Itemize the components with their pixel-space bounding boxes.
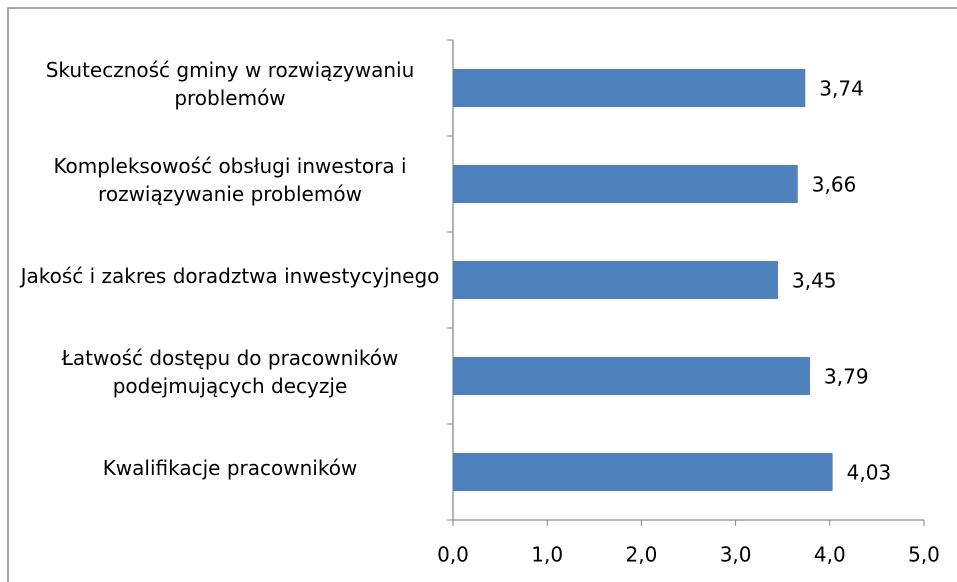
value-label: 3,66 [812, 173, 857, 197]
bar [453, 261, 778, 299]
value-label: 4,03 [847, 461, 892, 485]
x-tick-label: 1,0 [531, 543, 563, 567]
category-label: Kompleksowość obsługi inwestora i rozwią… [53, 154, 407, 206]
value-label: 3,45 [792, 269, 837, 293]
category-label: Kwalifikacje pracowników [102, 456, 358, 480]
value-label: 3,79 [824, 365, 869, 389]
category-label: Łatwość dostępu do pracowników podejmują… [61, 346, 399, 398]
bar [453, 165, 798, 203]
x-tick-label: 3,0 [720, 543, 752, 567]
x-tick-label: 4,0 [814, 543, 846, 567]
x-tick-label: 5,0 [908, 543, 940, 567]
x-tick-label: 0,0 [437, 543, 469, 567]
value-label: 3,74 [819, 77, 864, 101]
x-tick-label: 2,0 [625, 543, 657, 567]
bar [453, 453, 833, 491]
bar [453, 357, 811, 395]
bar [453, 69, 806, 107]
category-label: Jakość i zakres doradztwa inwestycyjnego [20, 264, 440, 288]
category-label: Skuteczność gminy w rozwiązywaniu proble… [45, 58, 415, 110]
